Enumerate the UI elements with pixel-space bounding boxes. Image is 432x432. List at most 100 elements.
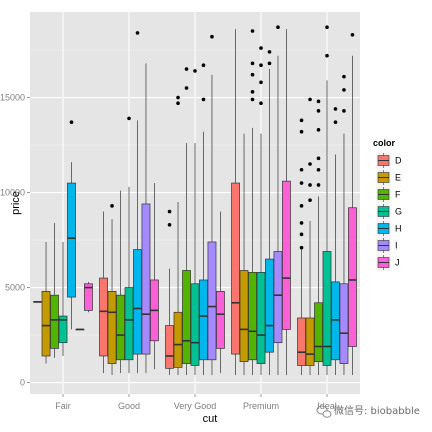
legend-item-D: D: [375, 151, 402, 170]
box-H-ideal: [331, 107, 340, 375]
outlier-point: [299, 181, 304, 185]
y-axis-title: price: [10, 191, 22, 215]
box-body: [165, 325, 174, 369]
outlier-point: [276, 25, 280, 30]
box-body: [190, 283, 200, 366]
box-D-fair: [33, 301, 42, 303]
outlier-point: [308, 183, 312, 187]
legend-item-I: I: [375, 236, 398, 255]
outlier-point: [299, 129, 304, 134]
y-tick-label: 15000: [0, 93, 25, 103]
outlier-point: [299, 245, 304, 250]
box-I-very-good: [207, 34, 217, 375]
box-G-good: [124, 116, 134, 374]
box-G-very-good: [190, 69, 200, 375]
box-body: [116, 294, 125, 361]
box-I-good: [141, 63, 151, 374]
legend-label: E: [395, 173, 401, 183]
x-tick-label: Ideal: [317, 401, 337, 411]
box-E-fair: [41, 241, 51, 364]
x-tick-label: Very Good: [174, 401, 217, 411]
outlier-point: [250, 72, 255, 77]
box-body: [256, 272, 266, 364]
outlier-point: [308, 97, 312, 102]
box-body: [58, 315, 68, 344]
legend-label: I: [395, 241, 398, 251]
box-H-good: [133, 31, 142, 374]
outlier-point: [299, 167, 304, 172]
outlier-point: [299, 221, 304, 225]
x-axis-title: cut: [203, 413, 218, 425]
outlier-point: [342, 74, 346, 79]
box-I-premium: [273, 25, 283, 375]
legend-label: G: [395, 207, 402, 217]
outlier-point: [210, 34, 214, 39]
outlier-point: [201, 63, 206, 68]
legend-item-J: J: [375, 253, 400, 272]
outlier-point: [316, 99, 321, 104]
box-H-premium: [265, 50, 274, 375]
box-E-good: [107, 204, 117, 375]
box-body: [297, 317, 306, 366]
box-J-premium: [282, 29, 291, 375]
box-G-ideal: [322, 25, 332, 375]
box-body: [199, 279, 208, 361]
box-D-premium: [231, 29, 240, 375]
outlier-point: [250, 61, 255, 66]
legend-label: F: [395, 190, 401, 200]
box-body: [182, 270, 191, 364]
outlier-point: [267, 61, 272, 66]
box-I-fair: [75, 328, 85, 331]
box-body: [207, 241, 217, 361]
outlier-point: [250, 29, 255, 33]
box-J-very-good: [216, 211, 225, 374]
box-F-very-good: [182, 67, 191, 375]
outlier-point: [325, 25, 329, 30]
box-H-fair: [67, 120, 76, 330]
box-body: [282, 180, 291, 330]
watermark: 微信号: biobabble: [316, 404, 420, 418]
outlier-point: [342, 109, 346, 113]
box-body: [248, 272, 257, 361]
outlier-point: [259, 46, 263, 50]
legend-item-E: E: [375, 168, 401, 187]
box-body: [67, 182, 76, 298]
outlier-point: [259, 63, 263, 68]
box-G-fair: [58, 241, 68, 356]
x-tick-label: Fair: [55, 401, 71, 411]
box-body: [141, 203, 151, 355]
box-body: [173, 311, 183, 368]
outlier-point: [250, 90, 255, 94]
box-body: [348, 207, 357, 347]
outlier-point: [184, 67, 189, 71]
box-body: [273, 251, 283, 344]
x-axis-ticks: Fair Good Very Good Premium Ideal: [55, 394, 337, 411]
box-body: [41, 291, 51, 357]
box-F-premium: [248, 29, 257, 375]
outlier-point: [267, 50, 272, 54]
legend-label: H: [395, 224, 402, 234]
outlier-point: [167, 223, 172, 227]
legend-title: color: [373, 138, 396, 148]
outlier-point: [135, 31, 140, 35]
box-J-fair: [84, 281, 93, 313]
outlier-point: [127, 116, 131, 121]
box-D-ideal: [297, 118, 306, 375]
outlier-point: [316, 167, 321, 172]
outlier-point: [176, 95, 180, 100]
box-body: [99, 277, 108, 357]
outlier-point: [250, 97, 255, 102]
box-E-very-good: [173, 95, 183, 375]
outlier-point: [167, 209, 172, 214]
outlier-point: [333, 107, 338, 111]
outlier-point: [176, 101, 180, 106]
box-body: [50, 294, 59, 349]
box-G-premium: [256, 46, 266, 375]
outlier-point: [259, 80, 263, 85]
y-axis-ticks: 0 5000 10000 15000: [0, 93, 30, 388]
x-tick-label: Premium: [243, 401, 279, 411]
legend-item-H: H: [375, 219, 402, 238]
legend-item-F: F: [375, 185, 401, 204]
legend-label: D: [395, 156, 402, 166]
